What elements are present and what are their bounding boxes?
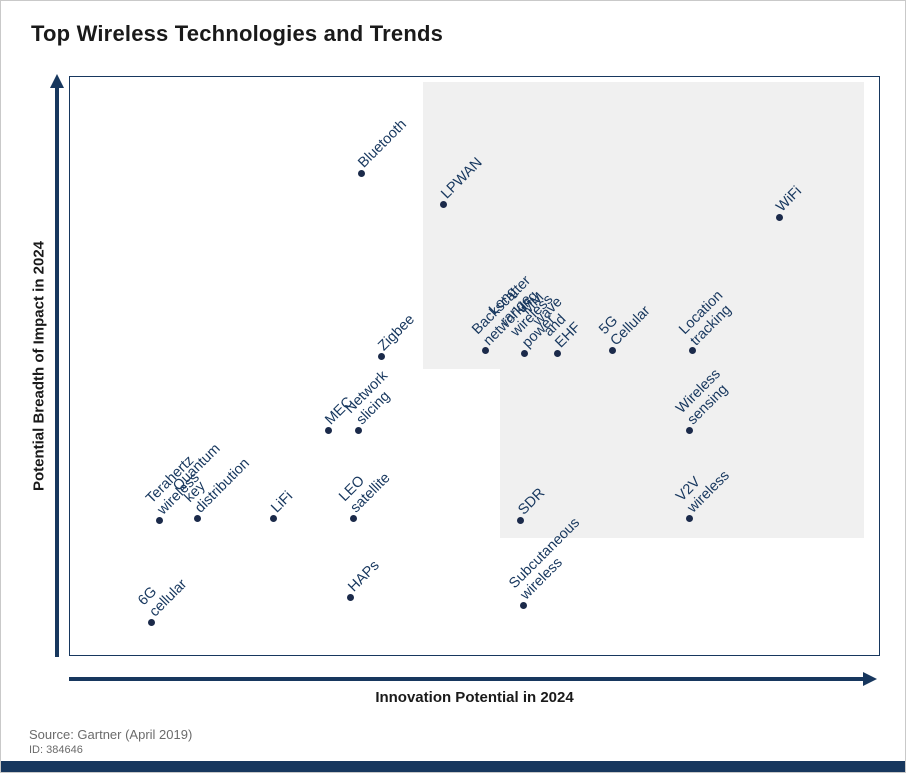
point-dot [554,349,562,357]
point-label: Quantum key distribution [169,440,253,517]
y-axis-label: Potential Breadth of Impact in 2024 [30,240,48,492]
point-dot [775,213,783,221]
point-dot [377,352,385,360]
x-axis-label: Innovation Potential in 2024 [375,689,574,706]
point-dot [324,427,332,435]
point-dot [521,349,529,357]
point-dot [686,427,694,435]
page-title: Top Wireless Technologies and Trends [31,21,444,46]
point-label: 6G cellular [134,575,190,620]
plot-area: Bluetooth LPWAN WiFi Zigbee Backscatter netw… [69,76,880,656]
point-dot [482,347,490,355]
shaded-region [500,368,865,538]
bottom-accent-bar [1,761,905,772]
shaded-region [422,81,865,369]
y-axis-arrowhead [50,74,64,88]
point-dot [689,347,697,355]
point-dot [355,427,363,435]
point-dot [609,347,617,355]
point-dot [686,515,694,523]
point-dot [440,201,448,209]
point-dot [194,515,202,523]
point-dot [519,601,527,609]
point-label: LiFi [268,488,296,517]
x-axis-line [69,677,865,681]
point-label: Network slicing [341,368,393,429]
point-label: LEO satellite [336,470,394,517]
point-dot [349,515,357,523]
point-label: Zigbee [375,311,419,354]
x-axis-arrowhead [863,672,877,686]
point-dot [156,516,164,524]
point-dot [517,516,525,524]
point-dot [357,170,365,178]
source-id-text: ID: 384646 [29,744,83,756]
point-label: HAPs [344,557,383,595]
point-dot [347,593,355,601]
source-text: Source: Gartner (April 2019) [29,727,193,742]
y-axis-line [55,87,59,657]
point-dot [148,618,156,626]
point-dot [270,515,278,523]
point-label: Bluetooth [355,116,411,172]
